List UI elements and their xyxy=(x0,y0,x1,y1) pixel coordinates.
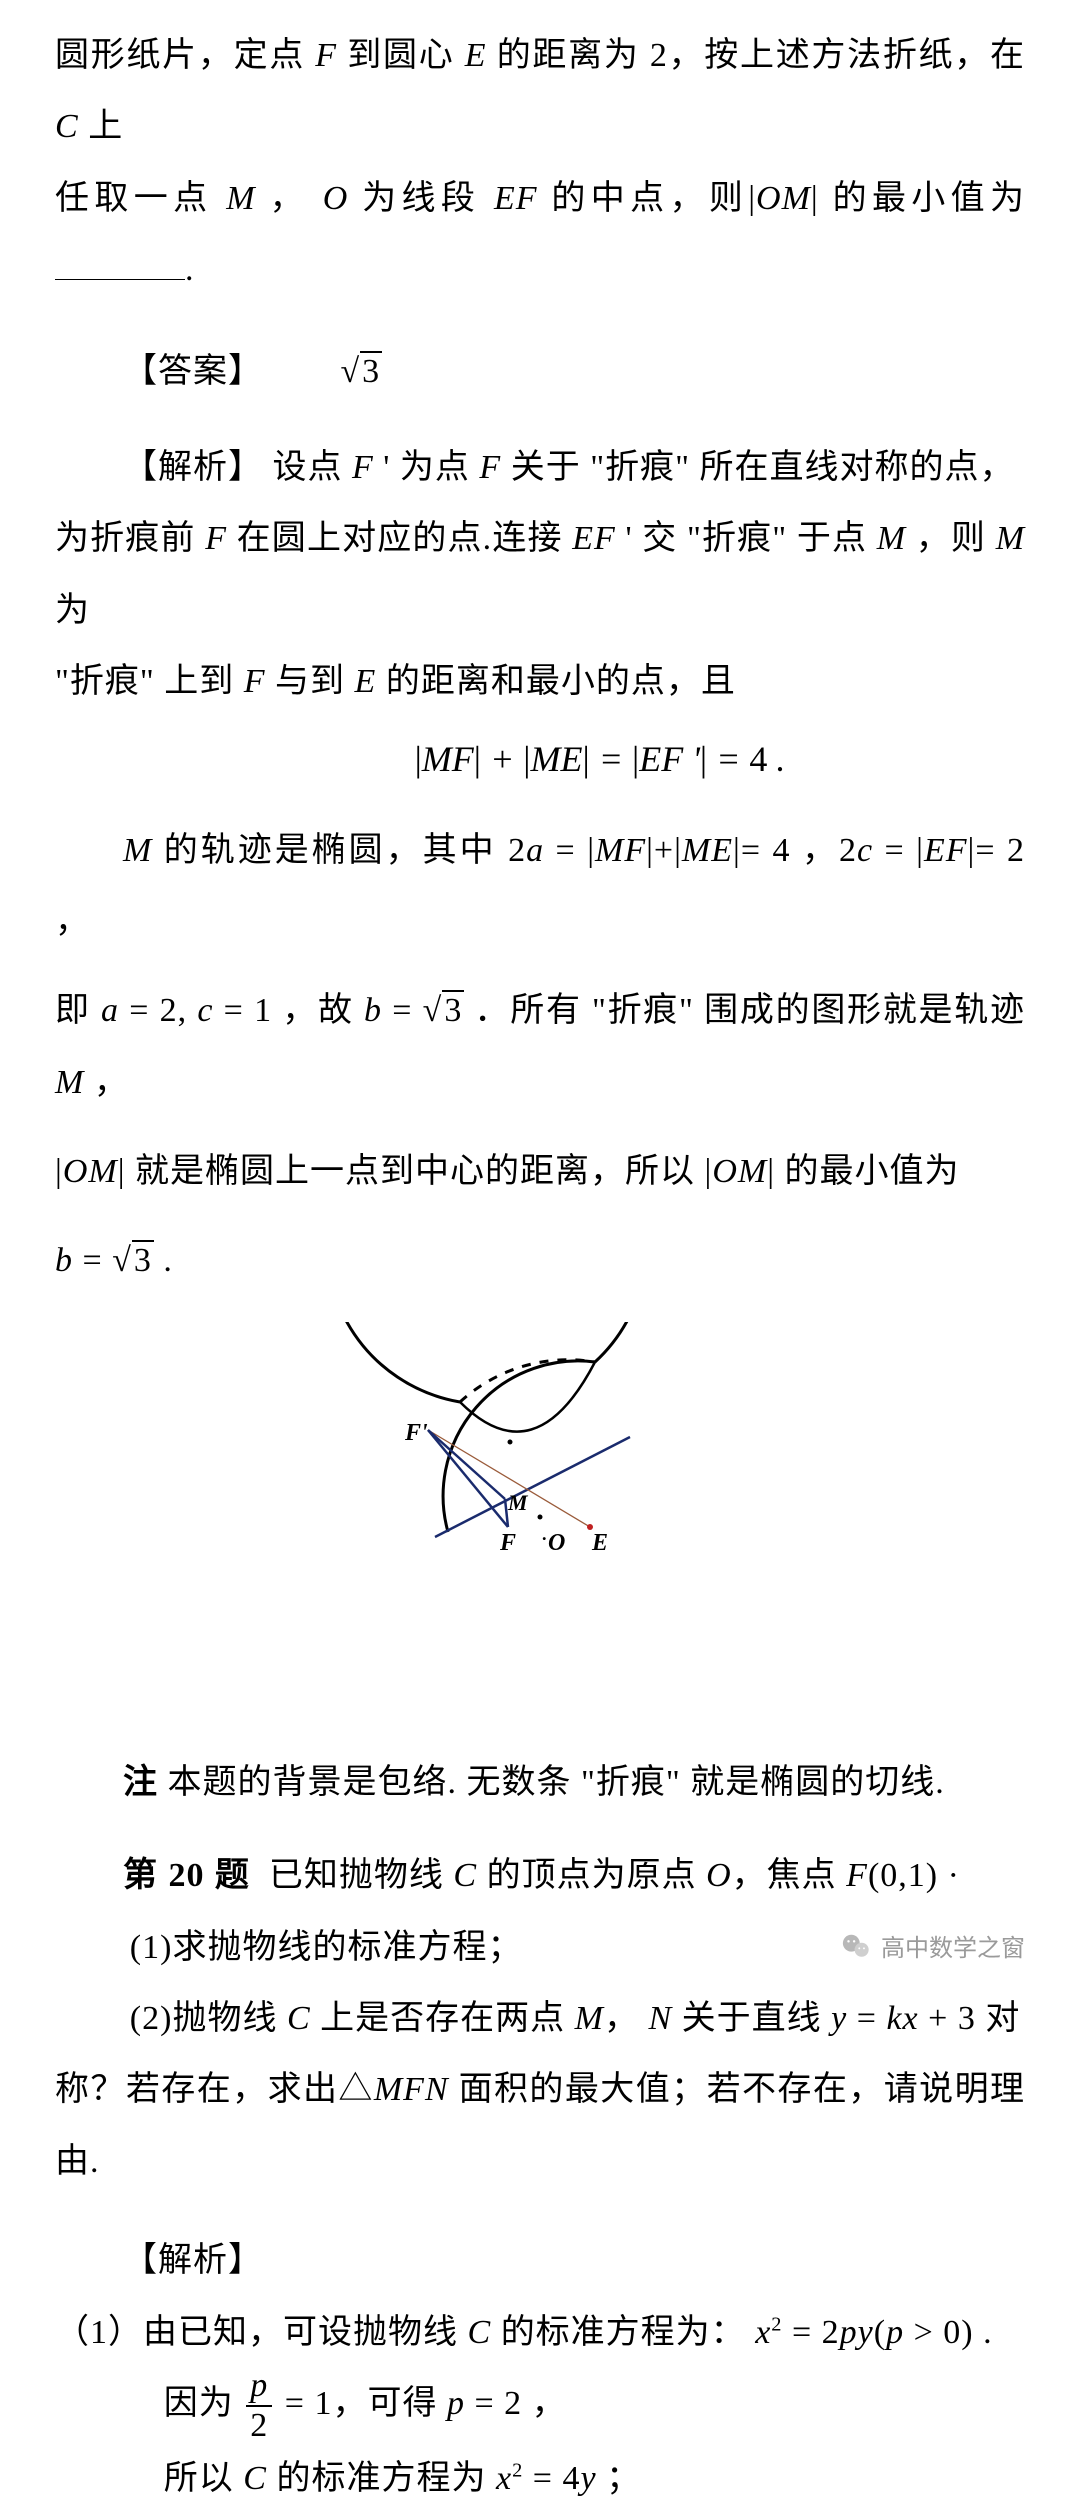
intro-line1: 圆形纸片，定点 F 到圆心 E 的距离为 2，按上述方法折纸，在 C 上 xyxy=(55,20,1025,163)
answer-label: 【答案】 xyxy=(123,353,263,390)
label-O: O xyxy=(548,1530,565,1556)
note-label: 注 xyxy=(123,1764,158,1801)
analysis-p4: OM 就是椭圆上一点到中心的距离，所以 OM 的最小值为 xyxy=(55,1136,1025,1207)
intro-line2: 任取一点 M ， O 为线段 EF 的中点，则OM 的最小值为. xyxy=(55,163,1025,306)
q20-sub2b: 称？若存在，求出△MFN 面积的最大值；若不存在，请说明理由. xyxy=(55,2054,1025,2197)
label-F: F xyxy=(499,1530,516,1556)
solution-label-line: 【解析】 xyxy=(55,2225,1025,2296)
analysis-p2: M 的轨迹是椭圆，其中 2a = MF+ME= 4 ，2c = EF= 2 ， xyxy=(55,815,1025,958)
q20-stem: 第 20 题 已知抛物线 C 的顶点为原点 O，焦点 F(0,1) · xyxy=(55,1840,1025,1911)
solution-s2: 因为 p2 = 1，可得 p = 2 ， xyxy=(55,2368,1025,2443)
label-Fp: F' xyxy=(404,1420,428,1446)
note-line: 注 本题的背景是包络. 无数条 "折痕" 就是椭圆的切线. xyxy=(55,1747,1025,1818)
solution-s1: （1）由已知，可设抛物线 C 的标准方程为： x2 = 2py(p > 0) . xyxy=(55,2297,1025,2368)
answer-value: 3 xyxy=(273,336,383,407)
answer-block: 【答案】 3 xyxy=(55,336,1025,407)
analysis-p1c: "折痕" 上到 F 与到 E 的距离和最小的点，且 xyxy=(55,646,1025,717)
label-E: E xyxy=(591,1530,608,1556)
analysis-p1a: 【解析】 设点 F ' 为点 F 关于 "折痕" 所在直线对称的点， xyxy=(55,432,1025,503)
label-M: M xyxy=(507,1490,529,1515)
analysis-p1b: 为折痕前 F 在圆上对应的点.连接 EF ' 交 "折痕" 于点 M ，则 M … xyxy=(55,503,1025,646)
wechat-icon xyxy=(841,1931,871,1961)
intro-text-b: 的最小值为 xyxy=(833,180,1025,217)
blank-underline xyxy=(55,279,185,280)
q20-label: 第 20 题 xyxy=(123,1856,250,1894)
footer-text: 高中数学之窗 xyxy=(881,1928,1025,1963)
analysis-p3: 即 a = 2, c = 1 ，故 b = 3 ．所有 "折痕" 围成的图形就是… xyxy=(55,975,1025,1118)
footer: 高中数学之窗 xyxy=(841,1928,1025,1963)
intro-text-c: . xyxy=(185,251,195,288)
solution-s3: 所以 C 的标准方程为 x2 = 4y ； xyxy=(55,2443,1025,2514)
svg-text:.: . xyxy=(542,1524,547,1544)
equation-1: MF + ME = EF ' = 4 . xyxy=(55,738,1025,780)
note-text: 本题的背景是包络. 无数条 "折痕" 就是椭圆的切线. xyxy=(158,1764,945,1801)
fold-diagram: F' M F O E . xyxy=(55,1322,1025,1707)
analysis-label: 【解析】 xyxy=(123,449,263,486)
q20-sub2a: (2)抛物线 C 上是否存在两点 M， N 关于直线 y = kx + 3 对 xyxy=(55,1983,1025,2054)
analysis-p5: b = 3 . xyxy=(55,1225,1025,1296)
solution-label: 【解析】 xyxy=(123,2242,263,2279)
